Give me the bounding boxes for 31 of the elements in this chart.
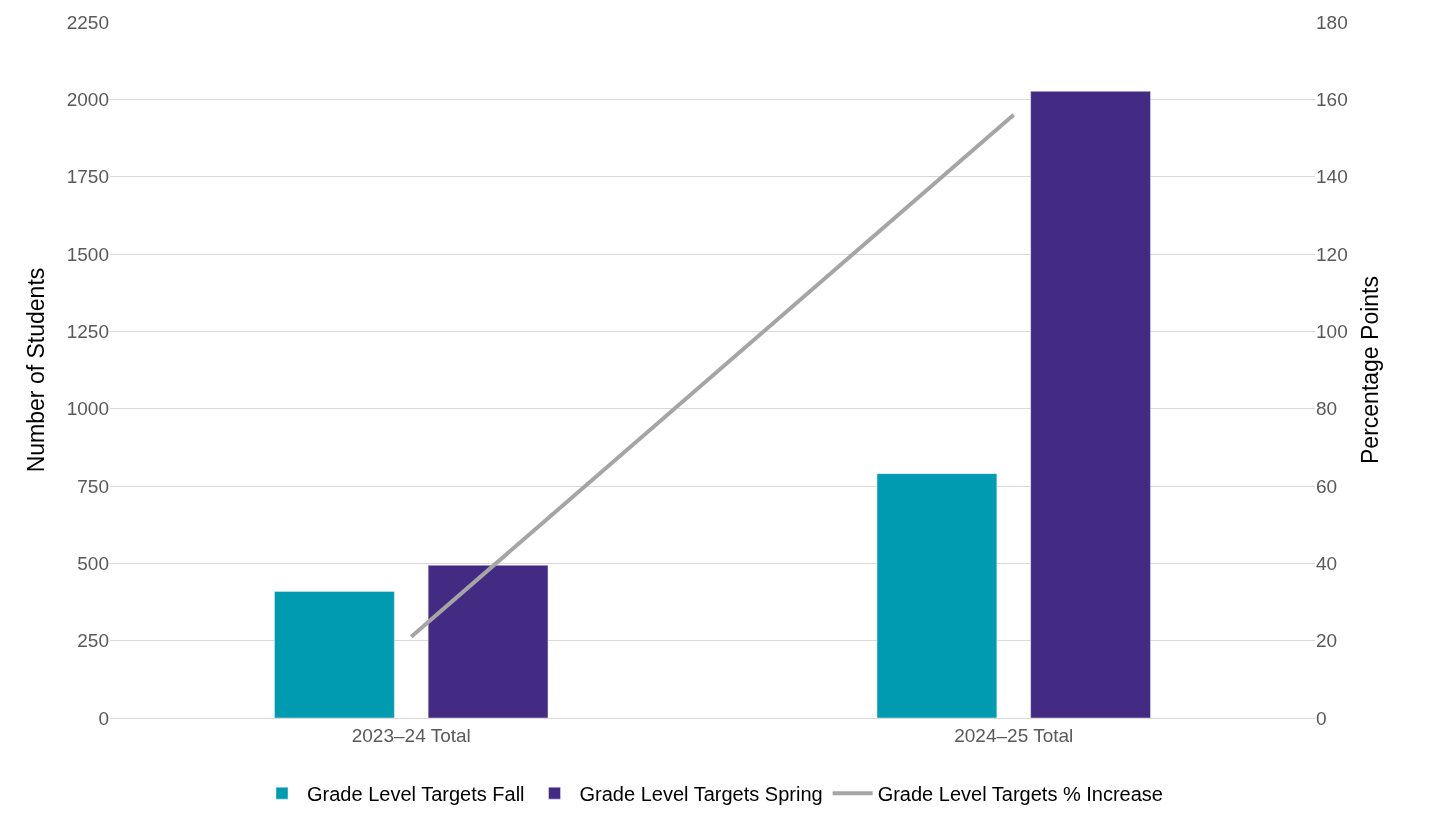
y2-tick-label: 0 — [1316, 707, 1327, 729]
bar — [1030, 91, 1151, 718]
legend-label: Grade Level Targets % Increase — [877, 782, 1163, 805]
y2-axis-title: Percentage Points — [1357, 276, 1384, 464]
y2-tick-label: 140 — [1316, 166, 1348, 188]
y-tick-label: 0 — [98, 707, 109, 729]
y-tick-label: 1750 — [66, 166, 109, 188]
y2-tick-label: 20 — [1316, 630, 1338, 652]
y-tick-label: 750 — [77, 475, 109, 497]
y-tick-label: 500 — [77, 552, 109, 574]
y-tick-label: 250 — [77, 630, 109, 652]
y2-tick-label: 100 — [1316, 320, 1348, 342]
bar — [427, 564, 549, 718]
x-tick-label: 2023–24 Total — [351, 724, 471, 746]
y2-tick-label: 180 — [1316, 11, 1348, 33]
bar — [876, 473, 998, 718]
x-tick-label: 2024–25 Total — [954, 724, 1074, 746]
y-tick-label: 1000 — [66, 398, 109, 420]
legend-label: Grade Level Targets Fall — [307, 782, 525, 805]
y-tick-label: 2250 — [66, 11, 109, 33]
y-tick-label: 1500 — [66, 243, 109, 265]
y-tick-label: 1250 — [66, 320, 109, 342]
y2-tick-label: 160 — [1316, 88, 1348, 110]
bar — [274, 591, 395, 718]
y2-tick-label: 60 — [1316, 475, 1338, 497]
y2-tick-label: 120 — [1316, 243, 1348, 265]
y-tick-label: 2000 — [66, 88, 109, 110]
y-axis-title: Number of Students — [23, 267, 50, 473]
y2-tick-label: 80 — [1316, 398, 1338, 420]
legend-label: Grade Level Targets Spring — [579, 782, 823, 805]
y2-tick-label: 40 — [1316, 552, 1338, 574]
